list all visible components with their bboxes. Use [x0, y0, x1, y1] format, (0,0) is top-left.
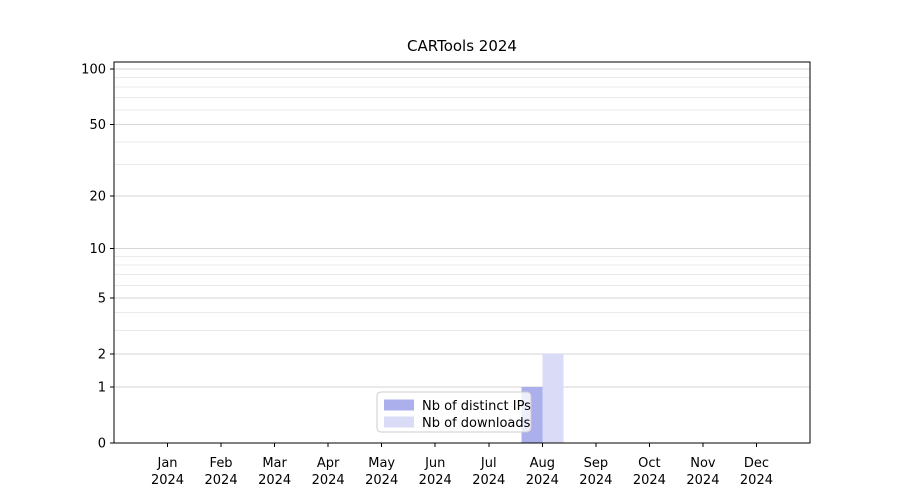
x-tick-label-month: Aug [530, 456, 555, 471]
legend-label-downloads: Nb of downloads [422, 416, 531, 431]
x-tick-label-month: Apr [317, 456, 340, 471]
x-tick-label-year: 2024 [258, 473, 291, 488]
legend-box [376, 391, 532, 433]
x-tick-label-year: 2024 [633, 473, 666, 488]
y-tick-label: 10 [89, 242, 106, 257]
x-tick-label-month: Jun [424, 456, 445, 471]
x-tick-label-year: 2024 [740, 473, 773, 488]
x-tick-label-year: 2024 [526, 473, 559, 488]
x-tick-label-month: Sep [584, 456, 609, 471]
x-tick-label-month: Dec [744, 456, 769, 471]
x-tick-label-month: Jan [157, 456, 178, 471]
y-tick-label: 0 [98, 437, 106, 452]
x-tick-label-month: May [368, 456, 395, 471]
legend-label-distinct-ips: Nb of distinct IPs [422, 399, 531, 414]
chart-title: CARTools 2024 [407, 37, 517, 55]
legend: Nb of distinct IPs Nb of downloads [376, 391, 532, 433]
legend-swatch-downloads [384, 416, 414, 428]
x-tick-label-month: Jul [480, 456, 497, 471]
plot-border [113, 61, 811, 444]
x-tick-label-year: 2024 [419, 473, 452, 488]
x-tick-label-year: 2024 [151, 473, 184, 488]
x-tick-label-month: Feb [210, 456, 233, 471]
y-tick-label: 1 [98, 380, 106, 395]
x-tick-label-year: 2024 [472, 473, 505, 488]
bar-downloads [542, 353, 564, 443]
x-tick-label-year: 2024 [365, 473, 398, 488]
x-tick-label-year: 2024 [205, 473, 238, 488]
y-tick-label: 20 [89, 190, 106, 205]
y-tick-label: 2 [98, 347, 106, 362]
x-tick-label-year: 2024 [312, 473, 345, 488]
y-tick-label: 5 [98, 291, 106, 306]
legend-swatch-distinct-ips [384, 399, 414, 411]
x-tick-label-month: Oct [638, 456, 660, 471]
x-tick-label-year: 2024 [686, 473, 719, 488]
x-tick-label-year: 2024 [579, 473, 612, 488]
x-tick-label-month: Mar [262, 456, 287, 471]
y-tick-label: 100 [81, 62, 106, 77]
x-tick-label-month: Nov [690, 456, 716, 471]
y-tick-label: 50 [89, 118, 106, 133]
